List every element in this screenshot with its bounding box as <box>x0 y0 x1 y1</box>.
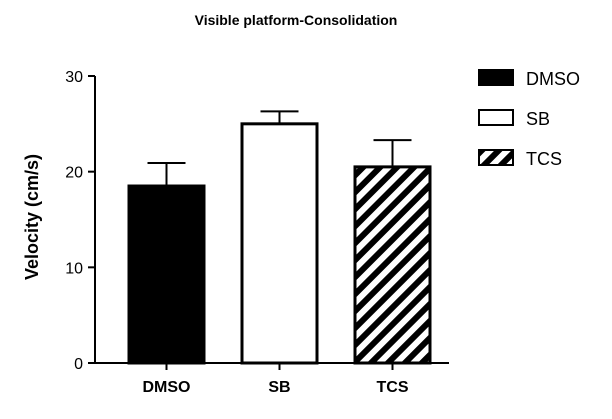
x-tick-label: SB <box>268 379 290 396</box>
x-tick-label: DMSO <box>143 379 191 396</box>
legend-label: TCS <box>526 149 562 169</box>
legend: DMSO SB TCS <box>478 69 580 169</box>
chart-title: Visible platform-Consolidation <box>195 12 398 28</box>
legend-swatch-dmso <box>478 69 514 86</box>
legend-swatch-sb <box>478 109 514 126</box>
bar-dmso <box>127 184 206 365</box>
bar-tcs <box>353 165 432 365</box>
y-axis-label: Velocity (cm/s) <box>22 154 42 280</box>
legend-label: SB <box>526 109 550 129</box>
legend-label: DMSO <box>526 69 580 89</box>
y-tick-label: 30 <box>65 69 83 86</box>
y-tick-label: 20 <box>65 165 83 182</box>
y-tick-label: 10 <box>65 260 83 277</box>
bars: DMSO SB TCS <box>127 110 432 396</box>
bar-sb <box>240 122 319 365</box>
legend-swatch-tcs <box>478 149 514 166</box>
x-tick-label: TCS <box>377 379 409 396</box>
y-tick-label: 0 <box>74 356 83 373</box>
